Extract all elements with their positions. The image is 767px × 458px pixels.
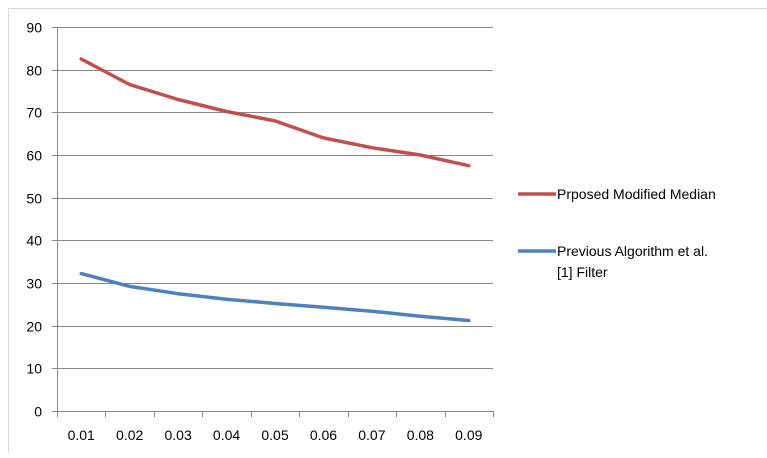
y-tick-label-20: 20 (26, 319, 42, 335)
y-tick-label-0: 0 (34, 404, 42, 420)
y-tick-label-80: 80 (26, 63, 42, 79)
x-tick-label-0.01: 0.01 (68, 427, 95, 443)
grid-lines (57, 27, 493, 369)
x-tick-label-0.05: 0.05 (261, 427, 288, 443)
x-tick-label-0.03: 0.03 (164, 427, 191, 443)
series-lines (79, 57, 471, 323)
x-tick-label-0.09: 0.09 (455, 427, 482, 443)
x-tick-label-0.02: 0.02 (116, 427, 143, 443)
x-tick-labels: 0.01 0.02 0.03 0.04 0.05 0.06 0.07 0.08 0.09 (68, 427, 483, 443)
legend-label-0: Prposed Modified Median (557, 186, 716, 202)
x-tick-label-0.08: 0.08 (407, 427, 434, 443)
x-tick-label-0.04: 0.04 (213, 427, 240, 443)
y-tick-labels: 0 10 20 30 40 50 60 70 80 90 (26, 20, 42, 420)
legend: Prposed Modified Median Previous Algorith… (518, 186, 716, 280)
y-tick-label-70: 70 (26, 105, 42, 121)
axes (52, 27, 494, 417)
y-tick-label-50: 50 (26, 191, 42, 207)
legend-label-1: Previous Algorithm et al. [1] Filter (557, 243, 708, 280)
frame-border-left (8, 8, 9, 453)
x-tick-label-0.07: 0.07 (358, 427, 385, 443)
frame-border-top (8, 8, 767, 9)
series-line-0 (79, 57, 471, 168)
y-tick-label-90: 90 (26, 20, 42, 36)
y-tick-label-40: 40 (26, 233, 42, 249)
y-tick-label-60: 60 (26, 148, 42, 164)
y-tick-label-10: 10 (26, 361, 42, 377)
y-tick-label-30: 30 (26, 276, 42, 292)
x-tick-label-0.06: 0.06 (310, 427, 337, 443)
series-line-1 (79, 271, 471, 323)
